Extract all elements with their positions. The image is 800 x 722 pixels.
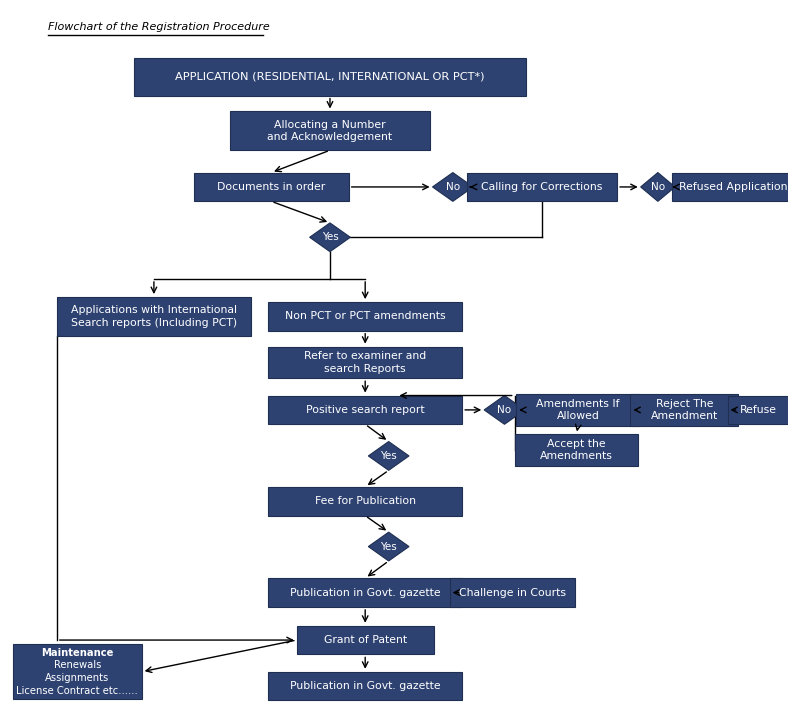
FancyBboxPatch shape <box>630 394 738 426</box>
FancyBboxPatch shape <box>134 58 526 95</box>
Text: Refused Application: Refused Application <box>678 182 787 192</box>
Polygon shape <box>433 173 473 201</box>
Text: Reject The
Amendment: Reject The Amendment <box>651 399 718 421</box>
Text: Yes: Yes <box>380 542 397 552</box>
Text: Applications with International
Search reports (Including PCT): Applications with International Search r… <box>71 305 237 328</box>
Text: Yes: Yes <box>322 232 338 243</box>
Text: Calling for Corrections: Calling for Corrections <box>482 182 602 192</box>
Text: Flowchart of the Registration Procedure: Flowchart of the Registration Procedure <box>48 22 270 32</box>
Text: License Contract etc......: License Contract etc...... <box>16 686 138 696</box>
Polygon shape <box>368 532 409 561</box>
FancyBboxPatch shape <box>57 297 251 336</box>
FancyBboxPatch shape <box>268 671 462 700</box>
Text: Assignments: Assignments <box>45 673 110 683</box>
FancyBboxPatch shape <box>268 487 462 516</box>
FancyBboxPatch shape <box>194 173 349 201</box>
Text: Maintenance: Maintenance <box>41 648 114 658</box>
FancyBboxPatch shape <box>268 302 462 331</box>
Text: Grant of Patent: Grant of Patent <box>324 635 406 645</box>
FancyBboxPatch shape <box>727 396 790 425</box>
Text: Non PCT or PCT amendments: Non PCT or PCT amendments <box>285 311 446 321</box>
Text: Allocating a Number
and Acknowledgement: Allocating a Number and Acknowledgement <box>267 120 393 142</box>
Polygon shape <box>641 173 675 201</box>
FancyBboxPatch shape <box>516 394 640 426</box>
Text: No: No <box>446 182 460 192</box>
FancyBboxPatch shape <box>514 435 638 466</box>
Text: No: No <box>498 405 511 415</box>
FancyBboxPatch shape <box>467 173 617 201</box>
FancyBboxPatch shape <box>297 626 434 654</box>
Text: Renewals: Renewals <box>54 661 101 670</box>
FancyBboxPatch shape <box>450 578 575 607</box>
Text: Publication in Govt. gazette: Publication in Govt. gazette <box>290 681 441 691</box>
Polygon shape <box>484 396 525 425</box>
Text: Refuse: Refuse <box>740 405 778 415</box>
Text: Documents in order: Documents in order <box>217 182 326 192</box>
Polygon shape <box>310 223 350 252</box>
FancyBboxPatch shape <box>268 578 462 607</box>
Polygon shape <box>368 442 409 470</box>
Text: No: No <box>650 182 665 192</box>
FancyBboxPatch shape <box>672 173 794 201</box>
Text: Publication in Govt. gazette: Publication in Govt. gazette <box>290 588 441 598</box>
FancyBboxPatch shape <box>268 396 462 425</box>
FancyBboxPatch shape <box>230 111 430 150</box>
Text: Positive search report: Positive search report <box>306 405 425 415</box>
Text: Refer to examiner and
search Reports: Refer to examiner and search Reports <box>304 351 426 374</box>
Text: Fee for Publication: Fee for Publication <box>314 496 416 506</box>
Text: Yes: Yes <box>380 451 397 461</box>
FancyBboxPatch shape <box>13 644 142 699</box>
Text: APPLICATION (RESIDENTIAL, INTERNATIONAL OR PCT*): APPLICATION (RESIDENTIAL, INTERNATIONAL … <box>175 72 485 82</box>
Text: Accept the
Amendments: Accept the Amendments <box>540 439 613 461</box>
Text: Challenge in Courts: Challenge in Courts <box>459 588 566 598</box>
FancyBboxPatch shape <box>268 347 462 378</box>
Text: Amendments If
Allowed: Amendments If Allowed <box>536 399 620 421</box>
